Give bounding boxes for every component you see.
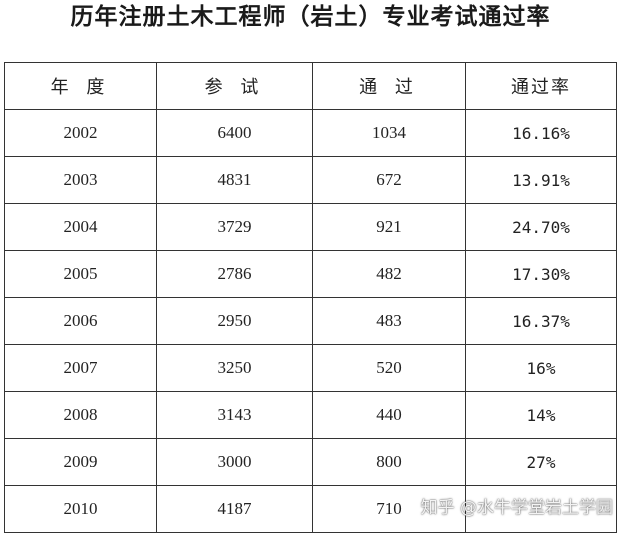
table-row: 2004 3729 921 24.70% <box>4 203 617 251</box>
cell-year: 2008 <box>4 391 157 439</box>
header-passed: 通 过 <box>312 62 466 110</box>
cell-participants: 3250 <box>156 344 313 392</box>
cell-participants: 6400 <box>156 109 313 157</box>
table-row: 2007 3250 520 16% <box>4 344 617 392</box>
cell-participants: 4831 <box>156 156 313 204</box>
cell-pass-rate <box>465 485 617 533</box>
table-row: 2005 2786 482 17.30% <box>4 250 617 298</box>
cell-year: 2009 <box>4 438 157 486</box>
cell-participants: 3000 <box>156 438 313 486</box>
cell-participants: 4187 <box>156 485 313 533</box>
cell-year: 2003 <box>4 156 157 204</box>
cell-participants: 2786 <box>156 250 313 298</box>
cell-pass-rate: 13.91% <box>465 156 617 204</box>
cell-pass-rate: 16.16% <box>465 109 617 157</box>
cell-participants: 2950 <box>156 297 313 345</box>
table-row: 2003 4831 672 13.91% <box>4 156 617 204</box>
cell-pass-rate: 27% <box>465 438 617 486</box>
cell-passed: 921 <box>312 203 466 251</box>
cell-participants: 3143 <box>156 391 313 439</box>
cell-participants: 3729 <box>156 203 313 251</box>
header-participants: 参 试 <box>156 62 313 110</box>
cell-year: 2010 <box>4 485 157 533</box>
table-header-row: 年 度 参 试 通 过 通过率 <box>4 62 617 110</box>
cell-year: 2005 <box>4 250 157 298</box>
cell-passed: 483 <box>312 297 466 345</box>
page-title: 历年注册土木工程师（岩土）专业考试通过率 <box>70 3 551 30</box>
cell-passed: 482 <box>312 250 466 298</box>
cell-passed: 1034 <box>312 109 466 157</box>
cell-passed: 440 <box>312 391 466 439</box>
table-row: 2006 2950 483 16.37% <box>4 297 617 345</box>
cell-pass-rate: 24.70% <box>465 203 617 251</box>
watermark-text: 知乎 @水牛学堂岩土学园 <box>420 498 613 518</box>
cell-year: 2006 <box>4 297 157 345</box>
cell-pass-rate: 16.37% <box>465 297 617 345</box>
cell-pass-rate: 14% <box>465 391 617 439</box>
pass-rate-table: 年 度 参 试 通 过 通过率 2002 6400 1034 16.16% 20… <box>4 62 617 533</box>
cell-pass-rate: 16% <box>465 344 617 392</box>
table-row: 2008 3143 440 14% <box>4 391 617 439</box>
cell-year: 2007 <box>4 344 157 392</box>
cell-year: 2004 <box>4 203 157 251</box>
cell-pass-rate: 17.30% <box>465 250 617 298</box>
cell-year: 2002 <box>4 109 157 157</box>
table-row: 2010 4187 710 <box>4 485 617 533</box>
table-row: 2009 3000 800 27% <box>4 438 617 486</box>
cell-passed: 672 <box>312 156 466 204</box>
header-pass-rate: 通过率 <box>465 62 617 110</box>
cell-passed: 520 <box>312 344 466 392</box>
table-row: 2002 6400 1034 16.16% <box>4 109 617 157</box>
header-year: 年 度 <box>4 62 157 110</box>
cell-passed: 800 <box>312 438 466 486</box>
